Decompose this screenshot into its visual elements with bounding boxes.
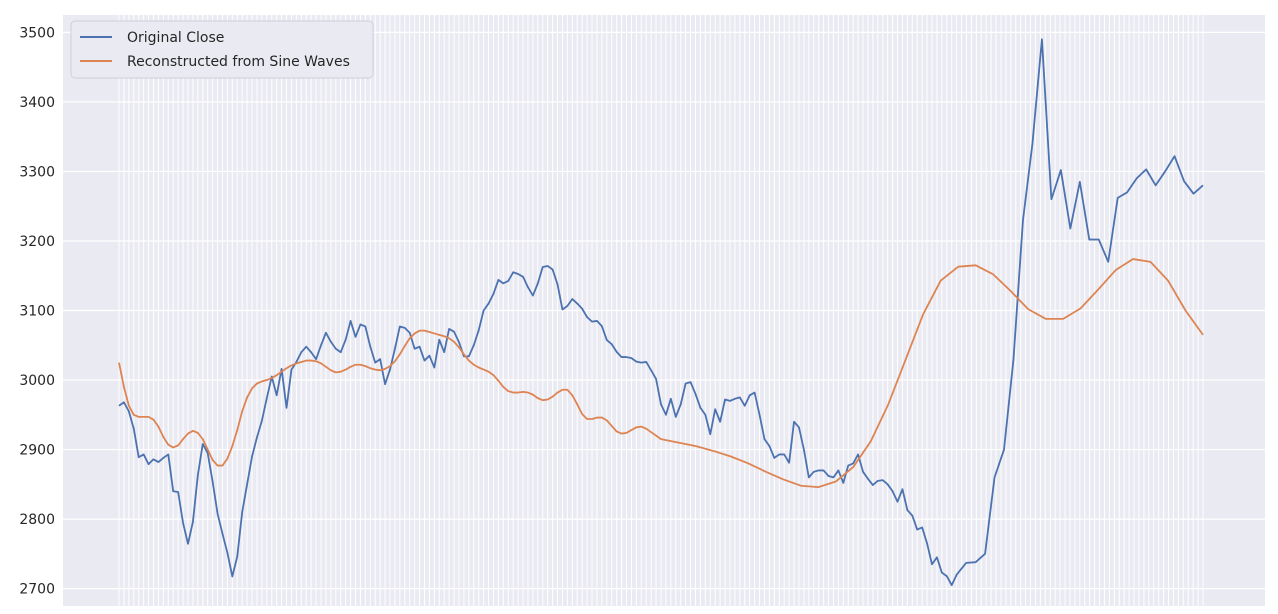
series-line-reconstructed bbox=[118, 258, 1204, 488]
y-tick-label: 2800 bbox=[19, 512, 55, 528]
y-tick-label: 3400 bbox=[19, 95, 55, 111]
y-tick-label: 2700 bbox=[19, 582, 55, 598]
y-tick-label: 2900 bbox=[19, 443, 55, 459]
y-gridlines bbox=[63, 31, 1265, 590]
y-tick-label: 3000 bbox=[19, 373, 55, 389]
series-lines bbox=[118, 38, 1204, 587]
y-tick-label: 3200 bbox=[19, 234, 55, 250]
y-tick-label: 3100 bbox=[19, 304, 55, 320]
y-tick-label: 3300 bbox=[19, 164, 55, 180]
legend: Original Close Reconstructed from Sine W… bbox=[70, 20, 374, 79]
legend-box bbox=[70, 20, 374, 79]
legend-label-original-close: Original Close bbox=[127, 30, 224, 46]
y-tick-labels: 2700 2800 2900 3000 3100 3200 3300 3400 3500 bbox=[19, 25, 55, 597]
series-line-original-close bbox=[118, 38, 1204, 587]
legend-label-reconstructed: Reconstructed from Sine Waves bbox=[127, 54, 350, 70]
y-tick-label: 3500 bbox=[19, 25, 55, 41]
